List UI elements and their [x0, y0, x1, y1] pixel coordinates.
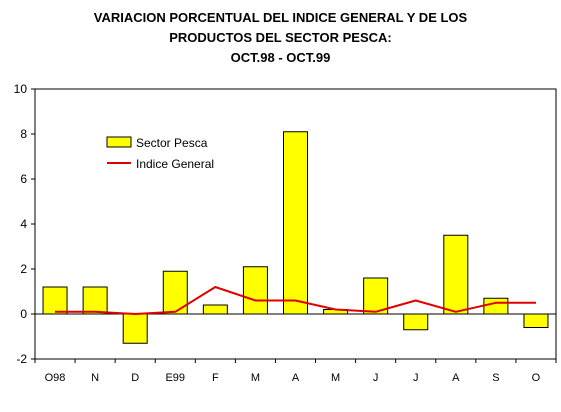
line-group: [55, 286, 536, 315]
x-tick-label: N: [91, 372, 99, 384]
bar-sector-pesca-1: [82, 286, 108, 315]
bar-sector-pesca-11: [483, 297, 509, 315]
bar-sector-pesca-0: [42, 286, 68, 315]
x-tick-label: J: [373, 372, 379, 384]
bar-sector-pesca-9: [403, 313, 429, 331]
y-tick-label: -2: [16, 352, 27, 366]
x-tick-label: M: [251, 372, 260, 384]
chart-title-line-2: PRODUCTOS DEL SECTOR PESCA:: [169, 30, 392, 45]
x-tick-label: O98: [45, 372, 66, 384]
x-tick-label: M: [331, 372, 340, 384]
bars-group: [42, 131, 549, 344]
y-tick-label: 6: [20, 172, 27, 186]
legend-label-indice-general: Indice General: [136, 157, 214, 171]
x-tick-label: F: [212, 372, 219, 384]
x-tick-label: J: [413, 372, 419, 384]
y-tick-label: 8: [20, 127, 27, 141]
x-tick-label: A: [452, 372, 460, 384]
x-tick-label: S: [492, 372, 499, 384]
y-tick-label: 4: [20, 217, 27, 231]
x-tick-label: O: [532, 372, 541, 384]
bar-sector-pesca-4: [202, 304, 228, 315]
bar-sector-pesca-8: [363, 277, 389, 315]
chart-title-line-1: VARIACION PORCENTUAL DEL INDICE GENERAL …: [93, 10, 468, 25]
y-tick-label: 10: [14, 82, 28, 96]
bar-sector-pesca-10: [443, 234, 469, 315]
chart-title-line-3: OCT.98 - OCT.99: [230, 50, 331, 65]
bar-sector-pesca-12: [523, 313, 549, 328]
x-tick-label: D: [131, 372, 139, 384]
y-tick-label: 0: [20, 307, 27, 321]
x-tick-label: A: [292, 372, 300, 384]
bar-sector-pesca-2: [122, 313, 148, 344]
legend: Sector Pesca Indice General: [106, 136, 214, 171]
legend-label-sector-pesca: Sector Pesca: [136, 136, 208, 150]
bar-sector-pesca-5: [242, 266, 268, 315]
y-tick-label: 2: [20, 262, 27, 276]
bar-sector-pesca-6: [283, 131, 308, 315]
line-indice-general: [55, 286, 536, 315]
x-tick-label: E99: [165, 372, 185, 384]
legend-swatch-sector-pesca: [106, 136, 132, 148]
